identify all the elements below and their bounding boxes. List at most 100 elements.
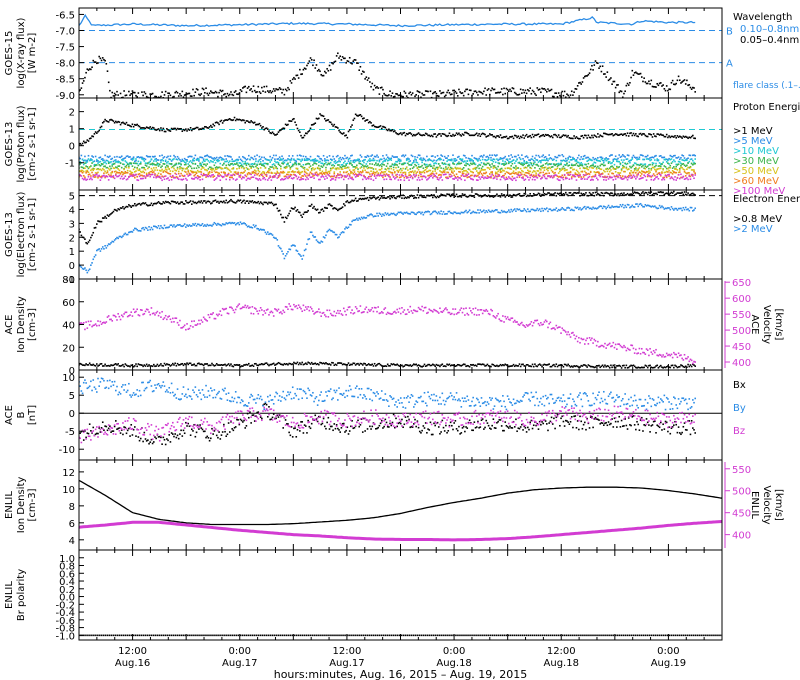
data-point [307,130,309,133]
data-point [327,170,330,173]
data-point [522,157,524,160]
data-point [680,162,682,165]
data-point [295,162,298,164]
data-point [126,124,129,126]
data-point [522,176,524,178]
data-point [466,196,469,198]
data-point [561,168,564,171]
data-point [135,159,137,162]
data-point [549,167,552,170]
data-point [599,65,602,68]
data-point [225,175,228,177]
data-point [388,196,390,198]
data-point [555,156,558,159]
data-point [370,178,372,180]
data-point [350,126,352,128]
data-point [247,202,250,204]
data-point [676,177,679,179]
data-point [302,175,305,177]
data-point [654,155,656,158]
data-point [470,134,472,137]
data-point [491,134,493,136]
data-point [110,172,112,174]
data-point [568,155,571,158]
data-point [409,132,412,134]
data-point [440,174,442,176]
data-point [388,174,390,176]
data-point [513,167,516,169]
data-point [681,163,683,166]
data-point [363,159,365,161]
data-point [93,168,96,170]
data-point [288,175,290,178]
data-point [556,96,559,98]
data-point [464,155,466,157]
data-point [259,92,262,95]
data-point [335,167,338,170]
data-point [595,168,598,170]
data-point [139,161,142,164]
data-point [80,144,83,146]
data-point [631,165,634,168]
data-point [120,158,123,161]
data-point [461,160,464,162]
data-point [600,168,603,171]
data-point [689,154,692,157]
data-point [612,134,615,137]
data-point [611,176,613,179]
data-point [383,157,385,160]
data-point [239,158,242,161]
data-point [518,156,521,159]
data-point [441,91,444,94]
data-point [215,159,218,162]
data-point [211,157,213,159]
data-point [680,82,682,84]
data-point [442,159,445,161]
data-point [280,158,282,160]
data-point [665,167,668,170]
data-point [373,125,376,128]
data-point [213,92,216,94]
data-point [569,171,572,174]
data-point [265,127,268,129]
data-point [371,82,374,85]
data-point [174,226,176,228]
data-point [259,167,262,169]
data-point [487,88,490,90]
data-point [365,156,368,159]
data-point [411,170,414,172]
data-point [434,91,436,93]
data-point [524,89,527,92]
data-point [434,133,436,135]
data-point [464,131,466,134]
data-point [293,158,295,161]
data-point [308,163,311,165]
data-point [663,178,666,181]
data-point [689,175,692,178]
data-point [103,174,105,177]
data-point [582,193,585,195]
data-point [86,159,89,162]
data-point [637,73,640,75]
data-point [313,59,315,62]
data-point [500,171,503,173]
data-point [206,126,209,129]
data-point [81,158,84,161]
data-point [363,167,365,169]
data-point [468,134,471,137]
data-point [397,94,400,97]
data-point [249,158,251,161]
data-point [484,193,486,196]
data-point [429,163,432,166]
data-point [644,175,647,178]
data-point [453,170,455,172]
data-point [105,120,108,122]
data-point [304,178,307,181]
data-point [525,162,528,165]
data-point [293,208,295,210]
data-point [536,176,539,179]
data-point [296,127,299,130]
data-point [358,171,361,174]
data-point [175,158,178,161]
data-point [673,190,675,193]
